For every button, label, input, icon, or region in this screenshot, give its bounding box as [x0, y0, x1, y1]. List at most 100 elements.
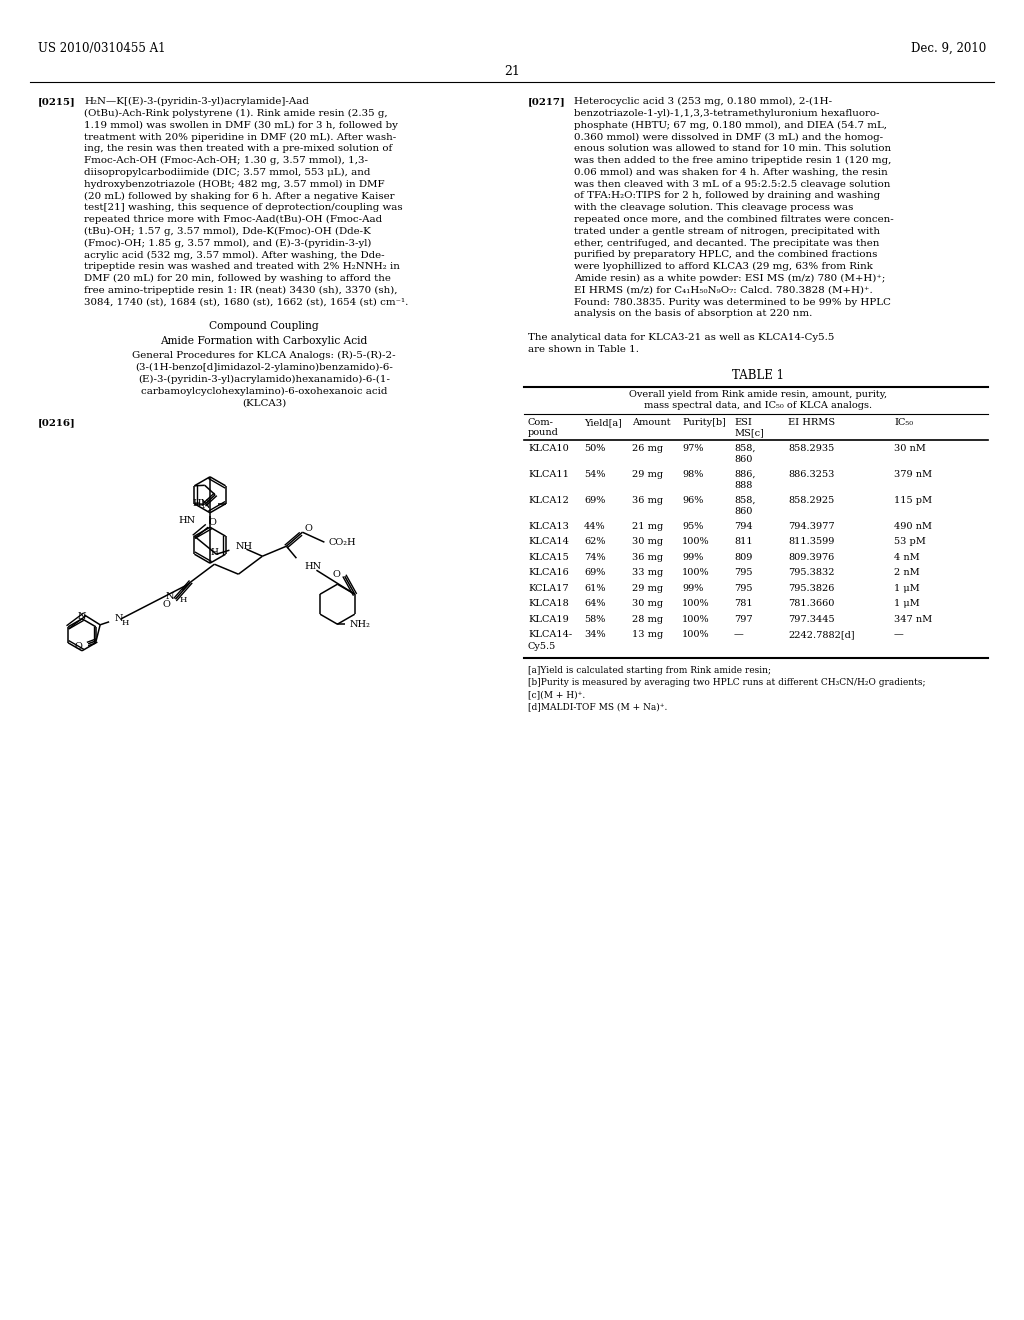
Text: 379 nM: 379 nM	[894, 470, 932, 479]
Text: 34%: 34%	[584, 631, 605, 639]
Text: 58%: 58%	[584, 615, 605, 624]
Text: KLCA16: KLCA16	[528, 569, 568, 577]
Text: 794.3977: 794.3977	[788, 521, 835, 531]
Text: O: O	[75, 643, 82, 651]
Text: (tBu)-OH; 1.57 g, 3.57 mmol), Dde-K(Fmoc)-OH (Dde-K: (tBu)-OH; 1.57 g, 3.57 mmol), Dde-K(Fmoc…	[84, 227, 371, 236]
Text: 100%: 100%	[682, 599, 710, 609]
Text: 886,: 886,	[734, 470, 756, 479]
Text: O: O	[333, 570, 341, 578]
Text: KLCA12: KLCA12	[528, 496, 569, 504]
Text: test[21] washing, this sequence of deprotection/coupling was: test[21] washing, this sequence of depro…	[84, 203, 402, 213]
Text: 30 mg: 30 mg	[632, 599, 664, 609]
Text: 33 mg: 33 mg	[632, 569, 664, 577]
Text: US 2010/0310455 A1: US 2010/0310455 A1	[38, 42, 166, 55]
Text: (20 mL) followed by shaking for 6 h. After a negative Kaiser: (20 mL) followed by shaking for 6 h. Aft…	[84, 191, 394, 201]
Text: 858,: 858,	[734, 444, 756, 453]
Text: 1.19 mmol) was swollen in DMF (30 mL) for 3 h, followed by: 1.19 mmol) was swollen in DMF (30 mL) fo…	[84, 120, 398, 129]
Text: enous solution was allowed to stand for 10 min. This solution: enous solution was allowed to stand for …	[574, 144, 891, 153]
Text: hydroxybenzotriazole (HOBt; 482 mg, 3.57 mmol) in DMF: hydroxybenzotriazole (HOBt; 482 mg, 3.57…	[84, 180, 385, 189]
Text: 797.3445: 797.3445	[788, 615, 835, 624]
Text: N: N	[114, 614, 123, 623]
Text: 886.3253: 886.3253	[788, 470, 835, 479]
Text: 1 μM: 1 μM	[894, 599, 920, 609]
Text: —: —	[734, 631, 743, 639]
Text: H: H	[211, 548, 218, 557]
Text: with the cleavage solution. This cleavage process was: with the cleavage solution. This cleavag…	[574, 203, 853, 213]
Text: 100%: 100%	[682, 537, 710, 546]
Text: 858.2935: 858.2935	[788, 444, 835, 453]
Text: The analytical data for KLCA3-21 as well as KLCA14-Cy5.5: The analytical data for KLCA3-21 as well…	[528, 333, 835, 342]
Text: Compound Coupling: Compound Coupling	[209, 321, 318, 331]
Text: 29 mg: 29 mg	[632, 470, 664, 479]
Text: 50%: 50%	[584, 444, 605, 453]
Text: 62%: 62%	[584, 537, 605, 546]
Text: repeated thrice more with Fmoc-Aad(tBu)-OH (Fmoc-Aad: repeated thrice more with Fmoc-Aad(tBu)-…	[84, 215, 382, 224]
Text: KLCA11: KLCA11	[528, 470, 569, 479]
Text: Yield[a]: Yield[a]	[584, 418, 622, 426]
Text: General Procedures for KLCA Analogs: (R)-5-(R)-2-: General Procedures for KLCA Analogs: (R)…	[132, 351, 396, 360]
Text: Com-: Com-	[528, 418, 554, 426]
Text: diisopropylcarbodiimide (DIC; 3.57 mmol, 553 μL), and: diisopropylcarbodiimide (DIC; 3.57 mmol,…	[84, 168, 371, 177]
Text: 2 nM: 2 nM	[894, 569, 920, 577]
Text: 30 mg: 30 mg	[632, 537, 664, 546]
Text: NH: NH	[236, 541, 253, 550]
Text: treatment with 20% piperidine in DMF (20 mL). After wash-: treatment with 20% piperidine in DMF (20…	[84, 132, 396, 141]
Text: are shown in Table 1.: are shown in Table 1.	[528, 345, 639, 354]
Text: 795.3832: 795.3832	[788, 569, 835, 577]
Text: (OtBu)-Ach-Rink polystyrene (1). Rink amide resin (2.35 g,: (OtBu)-Ach-Rink polystyrene (1). Rink am…	[84, 108, 388, 117]
Text: pound: pound	[528, 428, 559, 437]
Text: H: H	[121, 619, 129, 627]
Text: [c](M + H)⁺.: [c](M + H)⁺.	[528, 690, 586, 700]
Text: 858.2925: 858.2925	[788, 496, 835, 504]
Text: HN: HN	[304, 562, 322, 570]
Text: analysis on the basis of absorption at 220 nm.: analysis on the basis of absorption at 2…	[574, 309, 812, 318]
Text: —: —	[894, 631, 904, 639]
Text: [0217]: [0217]	[528, 96, 565, 106]
Text: benzotriazole-1-yl)-1,1,3,3-tetramethyluronium hexafluoro-: benzotriazole-1-yl)-1,1,3,3-tetramethylu…	[574, 108, 880, 117]
Text: N: N	[202, 500, 210, 510]
Text: 1 μM: 1 μM	[894, 583, 920, 593]
Text: DMF (20 mL) for 20 min, followed by washing to afford the: DMF (20 mL) for 20 min, followed by wash…	[84, 275, 391, 282]
Text: EI HRMS (m/z) for C₄₁H₅₀N₉O₇: Calcd. 780.3828 (M+H)⁺.: EI HRMS (m/z) for C₄₁H₅₀N₉O₇: Calcd. 780…	[574, 286, 872, 294]
Text: 54%: 54%	[584, 470, 605, 479]
Text: 794: 794	[734, 521, 753, 531]
Text: 95%: 95%	[682, 521, 703, 531]
Text: 21 mg: 21 mg	[632, 521, 664, 531]
Text: 99%: 99%	[682, 553, 703, 562]
Text: 0.360 mmol) were dissolved in DMF (3 mL) and the homog-: 0.360 mmol) were dissolved in DMF (3 mL)…	[574, 132, 883, 141]
Text: Heterocyclic acid 3 (253 mg, 0.180 mmol), 2-(1H-: Heterocyclic acid 3 (253 mg, 0.180 mmol)…	[574, 96, 833, 106]
Text: ether, centrifuged, and decanted. The precipitate was then: ether, centrifuged, and decanted. The pr…	[574, 239, 880, 248]
Text: KCLA17: KCLA17	[528, 583, 568, 593]
Text: 36 mg: 36 mg	[632, 496, 664, 504]
Text: 96%: 96%	[682, 496, 703, 504]
Text: Fmoc-Ach-OH (Fmoc-Ach-OH; 1.30 g, 3.57 mmol), 1,3-: Fmoc-Ach-OH (Fmoc-Ach-OH; 1.30 g, 3.57 m…	[84, 156, 368, 165]
Text: HN: HN	[179, 516, 196, 524]
Text: 795: 795	[734, 569, 753, 577]
Text: 490 nM: 490 nM	[894, 521, 932, 531]
Text: 858,: 858,	[734, 496, 756, 504]
Text: 347 nM: 347 nM	[894, 615, 932, 624]
Text: IC₅₀: IC₅₀	[894, 418, 913, 426]
Text: free amino-tripeptide resin 1: IR (neat) 3430 (sh), 3370 (sh),: free amino-tripeptide resin 1: IR (neat)…	[84, 286, 397, 294]
Text: CO₂H: CO₂H	[329, 537, 356, 546]
Text: 809: 809	[734, 553, 753, 562]
Text: 64%: 64%	[584, 599, 605, 609]
Text: KLCA19: KLCA19	[528, 615, 568, 624]
Text: KLCA13: KLCA13	[528, 521, 569, 531]
Text: 97%: 97%	[682, 444, 703, 453]
Text: was then added to the free amino tripeptide resin 1 (120 mg,: was then added to the free amino tripept…	[574, 156, 891, 165]
Text: KLCA10: KLCA10	[528, 444, 568, 453]
Text: 44%: 44%	[584, 521, 605, 531]
Text: 21: 21	[504, 65, 520, 78]
Text: (E)-3-(pyridin-3-yl)acrylamido)hexanamido)-6-(1-: (E)-3-(pyridin-3-yl)acrylamido)hexanamid…	[138, 375, 390, 384]
Text: Overall yield from Rink amide resin, amount, purity,: Overall yield from Rink amide resin, amo…	[629, 389, 887, 399]
Text: 98%: 98%	[682, 470, 703, 479]
Text: ESI: ESI	[734, 418, 752, 426]
Text: N: N	[78, 612, 86, 622]
Text: MS[c]: MS[c]	[734, 428, 764, 437]
Text: 860: 860	[734, 507, 753, 516]
Text: 811: 811	[734, 537, 753, 546]
Text: 69%: 69%	[584, 569, 605, 577]
Text: H: H	[179, 597, 186, 605]
Text: 100%: 100%	[682, 569, 710, 577]
